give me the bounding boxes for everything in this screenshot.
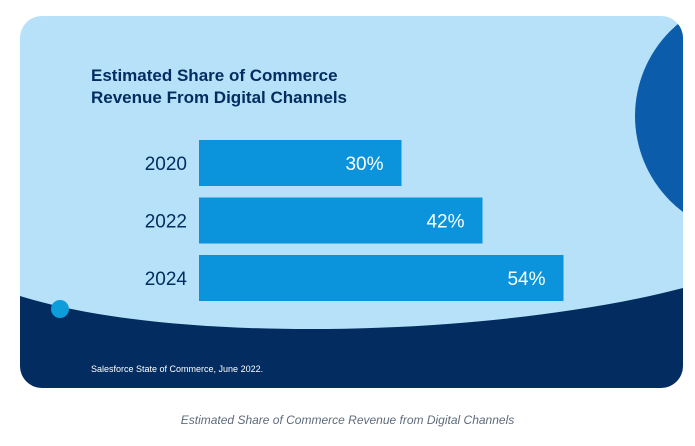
category-label-2022: 2022 (145, 212, 187, 233)
chart-title-line-2: Revenue From Digital Channels (91, 88, 347, 107)
source-note: Salesforce State of Commerce, June 2022. (91, 364, 264, 374)
value-label-2024: 54% (507, 269, 545, 290)
bar-2022 (199, 197, 483, 244)
category-label-2020: 2020 (145, 154, 187, 175)
decorative-circle (635, 20, 683, 212)
chart-title-line-1: Estimated Share of Commerce (91, 66, 338, 85)
navy-wave (20, 288, 683, 388)
bar-chart: 2020 30% 2022 42% 2024 54% (145, 140, 564, 301)
card-background (20, 20, 683, 388)
category-label-2024: 2024 (145, 269, 188, 290)
chart-title: Estimated Share of Commerce Revenue From… (91, 65, 511, 109)
bar-2024 (199, 255, 564, 301)
bar-2020 (199, 140, 402, 186)
chart-card: Estimated Share of Commerce Revenue From… (20, 16, 683, 388)
value-label-2020: 30% (345, 154, 383, 175)
decorative-dot (51, 300, 69, 318)
value-label-2022: 42% (426, 212, 464, 233)
figure-caption: Estimated Share of Commerce Revenue from… (180, 413, 515, 427)
